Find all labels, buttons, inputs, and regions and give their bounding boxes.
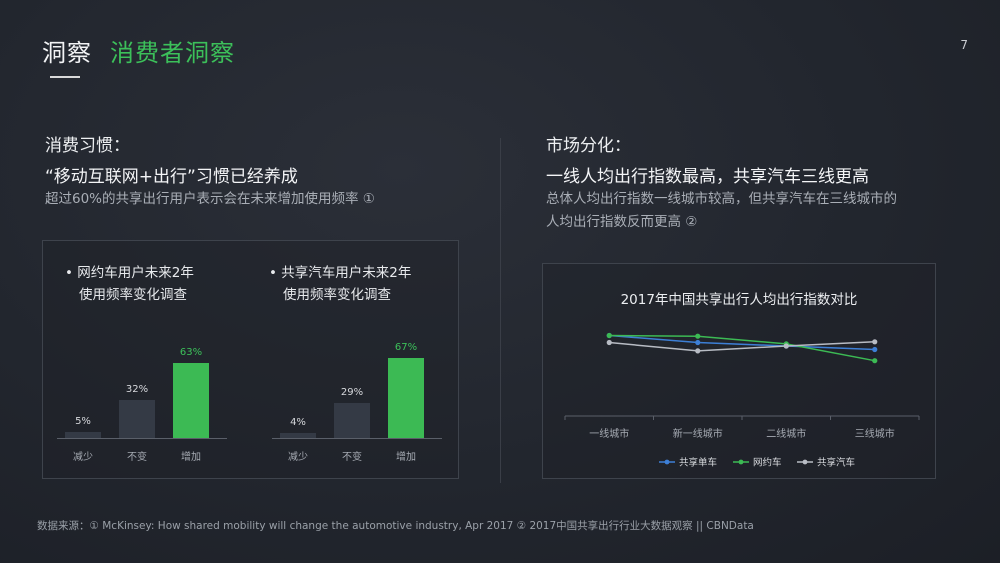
series-1-point-4 [872, 346, 878, 353]
chart2-category-label-2: 不变 [342, 452, 362, 463]
page-number: 7 [960, 38, 968, 52]
right-description-line1: 总体人均出行指数一线城市较高，但共享汽车在三线城市的 [546, 191, 897, 207]
chart1-bar-2 [119, 399, 155, 438]
chart2-value-label-3: 67% [394, 342, 418, 353]
right-description-line2: 人均出行指数反而更高 ② [546, 214, 698, 230]
series-line-1 [609, 334, 875, 351]
series-line-3 [609, 341, 875, 352]
left-heading: 消费习惯： [45, 136, 130, 156]
page-title: 洞察 [42, 39, 92, 67]
legend-label-3: 共享汽车 [817, 457, 855, 469]
chart1-title-line2: 使用频率变化调查 [79, 287, 187, 303]
column-divider [500, 138, 501, 483]
x-tick-label-3: 二线城市 [766, 427, 806, 440]
chart2-value-label-1: 4% [290, 417, 306, 429]
series-3-point-2 [695, 348, 701, 354]
chart2-bar-1 [280, 433, 316, 438]
title-underline [50, 76, 80, 78]
x-tick-label-1: 一线城市 [589, 427, 629, 440]
chart1-x-axis [57, 438, 227, 439]
chart1-value-label-2: 32% [125, 383, 149, 395]
bar-charts-panel: • 网约车用户未来2年 使用频率变化调查 5% 减少 32% 不变 63% 增加 • 共享… [42, 240, 459, 479]
chart1-category-label-2: 不变 [127, 452, 147, 463]
left-description: 超过60%的共享出行用户表示会在未来增加使用频率 ① [45, 191, 375, 207]
chart1-value-label-1: 5% [75, 416, 91, 428]
chart2-title-line1: • 共享汽车用户未来2年 [269, 265, 412, 281]
left-subheading: “移动互联网+出行”习惯已经养成 [45, 167, 298, 187]
series-3-point-3 [783, 343, 789, 349]
chart2-bar-2 [334, 403, 370, 438]
legend-swatch-dot-1 [664, 459, 670, 465]
chart2-x-axis [272, 438, 442, 439]
series-2-point-4 [872, 358, 878, 364]
line-chart-title: 2017年中国共享出行人均出行指数对比 [620, 292, 858, 308]
series-2-point-2 [695, 333, 701, 339]
line-chart-panel: 2017年中国共享出行人均出行指数对比 一线城市 新一线城市 二线城市 三线城市共享单… [542, 263, 936, 479]
chart1-bar-3 [173, 362, 209, 438]
chart2-bar-3 [388, 358, 424, 438]
legend-label-1: 共享单车 [679, 457, 717, 469]
chart1-value-label-3: 63% [179, 346, 203, 358]
legend-swatch-dot-3 [802, 459, 808, 465]
chart1-category-label-1: 减少 [73, 452, 93, 463]
series-3-point-1 [606, 339, 612, 346]
x-tick-label-4: 三线城市 [855, 427, 895, 440]
chart2-value-label-2: 29% [340, 387, 364, 399]
bar-chart-car-sharing: 4% 减少 29% 不变 67% 增加 [268, 331, 463, 466]
legend-label-2: 网约车 [753, 457, 782, 469]
bar-chart-ride-hailing: 5% 减少 32% 不变 63% 增加 [53, 331, 248, 466]
chart2-title-line2: 使用频率变化调查 [283, 287, 391, 303]
legend-swatch-dot-2 [738, 459, 744, 465]
series-1-point-2 [695, 339, 701, 346]
page-subtitle: 消费者洞察 [110, 39, 235, 67]
right-heading: 市场分化： [546, 136, 631, 156]
x-tick-label-2: 新一线城市 [673, 427, 723, 440]
series-2-point-1 [606, 332, 612, 339]
chart2-category-label-3: 增加 [396, 452, 416, 463]
chart1-bar-1 [65, 432, 101, 438]
chart1-category-label-3: 增加 [181, 452, 201, 463]
series-3-point-4 [872, 339, 878, 345]
chart2-category-label-1: 减少 [288, 452, 308, 463]
chart1-title-line1: • 网约车用户未来2年 [65, 265, 194, 281]
series-line-2 [609, 334, 875, 362]
footer-source: 数据来源：① McKinsey: How shared mobility wil… [37, 520, 754, 532]
right-subheading: 一线人均出行指数最高，共享汽车三线更高 [546, 167, 869, 187]
